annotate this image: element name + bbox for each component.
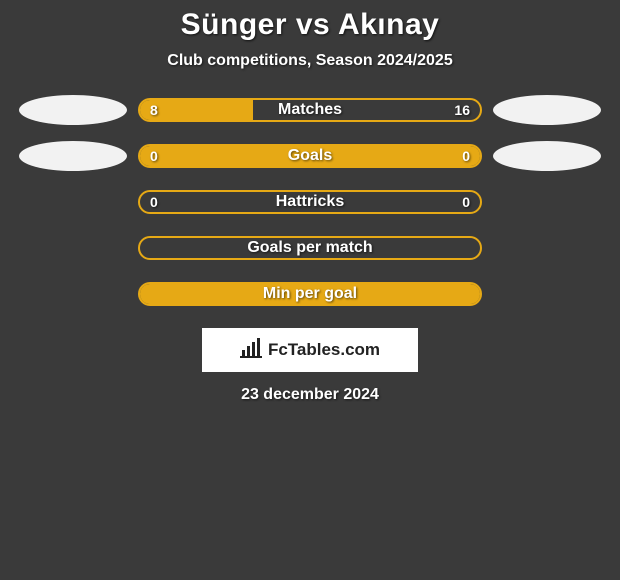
date-text: 23 december 2024 (0, 386, 620, 404)
player-avatar-left (19, 141, 127, 171)
stat-label: Matches (278, 101, 342, 119)
stat-bar: 0 Goals 0 (138, 144, 482, 168)
right-avatar-slot (482, 95, 612, 125)
player-avatar-left (19, 95, 127, 125)
stat-label: Goals (288, 147, 332, 165)
stat-bar: Goals per match (138, 236, 482, 260)
player-avatar-right (493, 141, 601, 171)
left-avatar-slot (8, 95, 138, 125)
stat-bar: Min per goal (138, 282, 482, 306)
stat-label: Goals per match (247, 239, 372, 257)
stat-label: Min per goal (263, 285, 357, 303)
stat-bar: 8 Matches 16 (138, 98, 482, 122)
stat-left-value: 8 (150, 102, 158, 118)
player-avatar-right (493, 95, 601, 125)
stat-row: 0 Goals 0 (0, 144, 620, 168)
stat-right-value: 0 (462, 148, 470, 164)
stat-right-value: 16 (454, 102, 470, 118)
brand-logo-text: FcTables.com (268, 340, 380, 360)
stat-row: 8 Matches 16 (0, 98, 620, 122)
bar-chart-icon (240, 338, 264, 363)
stat-row: Min per goal (0, 282, 620, 306)
page-title: Sünger vs Akınay (0, 8, 620, 42)
stat-left-value: 0 (150, 148, 158, 164)
comparison-card: Sünger vs Akınay Club competitions, Seas… (0, 0, 620, 404)
stat-row: Goals per match (0, 236, 620, 260)
stat-label: Hattricks (276, 193, 344, 211)
subtitle: Club competitions, Season 2024/2025 (0, 52, 620, 70)
stat-row: 0 Hattricks 0 (0, 190, 620, 214)
stat-right-value: 0 (462, 194, 470, 210)
right-avatar-slot (482, 141, 612, 171)
stat-rows: 8 Matches 16 0 Goals 0 0 Hattricks 0 Goals per ma… (0, 98, 620, 306)
stat-left-value: 0 (150, 194, 158, 210)
left-avatar-slot (8, 141, 138, 171)
brand-logo-box: FcTables.com (202, 328, 418, 372)
stat-bar: 0 Hattricks 0 (138, 190, 482, 214)
